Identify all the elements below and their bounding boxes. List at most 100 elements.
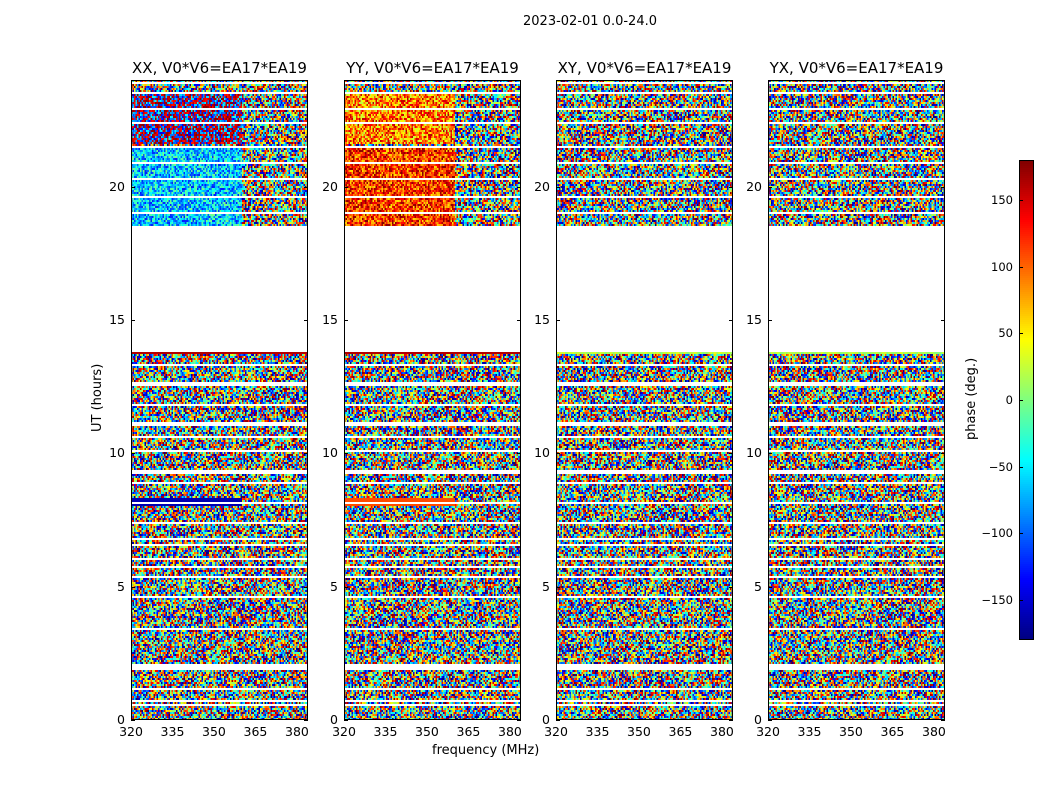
x-tick-label: 320	[332, 724, 356, 739]
colorbar-tick-label: 150	[991, 193, 1013, 207]
y-axis-label: UT (hours)	[90, 363, 105, 432]
x-tick-label: 365	[668, 724, 693, 739]
panel-title-yy: YY, V0*V6=EA17*EA19	[346, 59, 519, 77]
y-tick-label: 10	[109, 445, 125, 461]
colorbar-tick-mark	[1019, 400, 1023, 401]
colorbar-tick-mark	[1019, 466, 1023, 468]
panel-title-xx: XX, V0*V6=EA17*EA19	[132, 59, 307, 77]
x-tick-label: 380	[922, 724, 946, 739]
panel-frame-yy	[344, 80, 521, 720]
y-tick-label: 5	[117, 578, 125, 594]
x-tick-label: 320	[544, 724, 568, 739]
colorbar-tick-label: −50	[988, 459, 1013, 474]
y-tick-label: 5	[754, 578, 762, 594]
y-tick-mark	[556, 186, 560, 188]
y-tick-label: 20	[534, 178, 550, 194]
y-tick-mark	[131, 586, 135, 588]
x-tick-label: 335	[797, 724, 822, 739]
y-tick-mark	[941, 186, 945, 188]
x-tick-label: 320	[756, 724, 780, 739]
x-tick-label: 365	[880, 724, 905, 739]
y-tick-label: 20	[746, 178, 762, 194]
y-tick-mark	[941, 453, 945, 455]
y-tick-mark	[344, 586, 348, 588]
colorbar-tick-mark	[1019, 533, 1023, 535]
colorbar-tick-label: −150	[981, 593, 1013, 607]
y-tick-mark	[517, 320, 521, 321]
x-axis-label: frequency (MHz)	[432, 743, 540, 758]
y-tick-mark	[768, 586, 772, 588]
heatmap-image-xx	[131, 80, 308, 720]
y-tick-mark	[304, 186, 308, 188]
y-tick-mark	[729, 586, 733, 588]
x-tick-label: 335	[160, 724, 185, 739]
x-tick-label: 335	[373, 724, 398, 739]
y-tick-label: 20	[109, 178, 125, 194]
colorbar-tick-label: −100	[981, 526, 1013, 541]
y-tick-mark	[304, 320, 308, 321]
y-tick-label: 5	[330, 578, 338, 594]
y-tick-mark	[131, 720, 135, 721]
x-tick-label: 380	[498, 724, 522, 739]
colorbar-tick-label: 100	[991, 259, 1013, 274]
y-tick-mark	[344, 320, 348, 321]
y-tick-label: 0	[330, 712, 338, 727]
y-tick-mark	[941, 320, 945, 321]
y-tick-mark	[729, 720, 733, 721]
y-tick-label: 15	[534, 312, 550, 327]
x-tick-label: 335	[585, 724, 610, 739]
colorbar-gradient	[1019, 160, 1034, 640]
heatmap-image-yy	[344, 80, 521, 720]
y-tick-mark	[517, 720, 521, 721]
x-tick-label: 380	[285, 724, 309, 739]
y-tick-mark	[556, 320, 560, 321]
y-tick-mark	[768, 453, 772, 455]
y-tick-mark	[729, 186, 733, 188]
y-tick-label: 0	[117, 712, 125, 727]
x-tick-label: 365	[243, 724, 268, 739]
y-tick-mark	[344, 453, 348, 455]
y-tick-mark	[304, 720, 308, 721]
x-tick-label: 365	[456, 724, 481, 739]
y-tick-mark	[344, 186, 348, 188]
x-tick-label: 380	[710, 724, 734, 739]
panel-title-xy: XY, V0*V6=EA17*EA19	[557, 59, 732, 77]
panel-title-yx: YX, V0*V6=EA17*EA19	[769, 59, 944, 77]
heatmap-image-yx	[768, 80, 945, 720]
y-tick-mark	[304, 453, 308, 455]
y-tick-mark	[768, 720, 772, 721]
y-tick-label: 15	[746, 312, 762, 327]
colorbar-tick-mark	[1019, 333, 1023, 335]
y-tick-mark	[517, 186, 521, 188]
y-tick-mark	[556, 586, 560, 588]
colorbar-tick-label: 50	[998, 326, 1013, 341]
panel-frame-yx	[768, 80, 945, 720]
y-tick-mark	[729, 320, 733, 321]
colorbar-label: phase (deg.)	[964, 357, 979, 440]
colorbar-tick-label: 0	[1005, 393, 1013, 407]
x-tick-label: 350	[415, 724, 439, 739]
figure-suptitle: 2023-02-01 0.0-24.0	[523, 14, 657, 29]
y-tick-mark	[768, 186, 772, 188]
y-tick-label: 15	[322, 312, 338, 327]
y-tick-label: 0	[542, 712, 550, 727]
heatmap-image-xy	[556, 80, 733, 720]
y-tick-mark	[941, 586, 945, 588]
y-tick-label: 10	[746, 445, 762, 461]
y-tick-mark	[768, 320, 772, 321]
y-tick-label: 5	[542, 578, 550, 594]
x-tick-label: 350	[627, 724, 651, 739]
y-tick-mark	[131, 320, 135, 321]
y-tick-mark	[131, 186, 135, 188]
y-tick-label: 10	[534, 445, 550, 461]
y-tick-mark	[517, 586, 521, 588]
y-tick-mark	[344, 720, 348, 721]
y-tick-label: 0	[754, 712, 762, 727]
x-tick-label: 350	[839, 724, 863, 739]
y-tick-mark	[131, 453, 135, 455]
y-tick-mark	[517, 453, 521, 455]
y-tick-mark	[941, 720, 945, 721]
panel-frame-xx	[131, 80, 308, 720]
colorbar-tick-mark	[1019, 600, 1023, 601]
